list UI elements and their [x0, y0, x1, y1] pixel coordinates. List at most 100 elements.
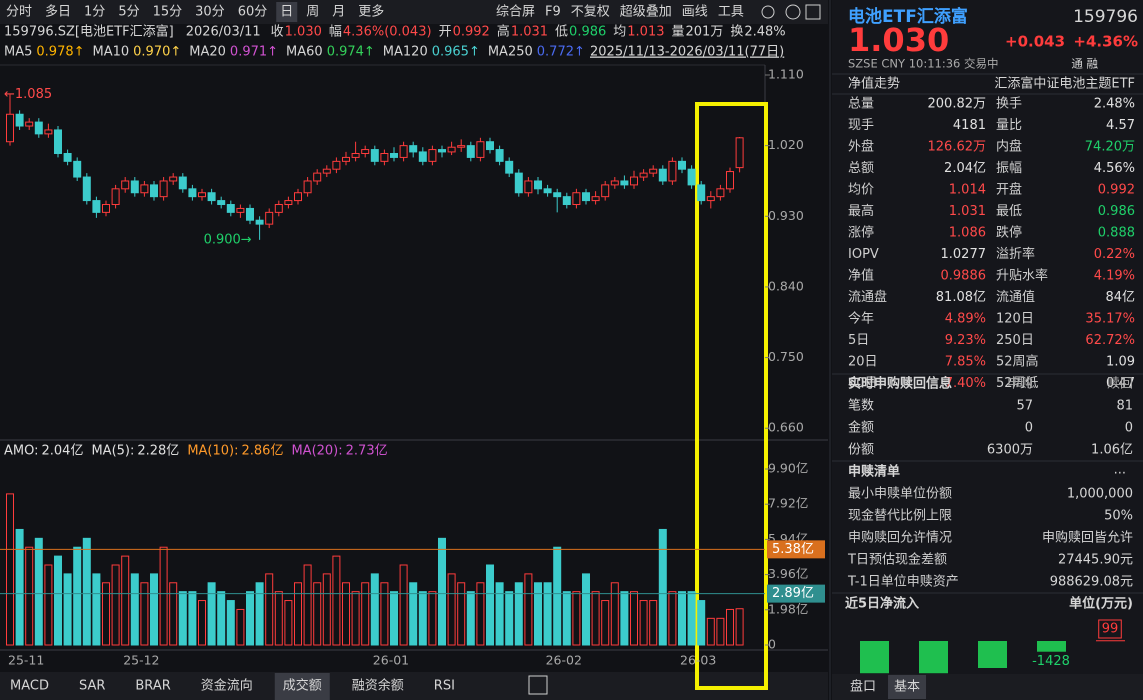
toolbar-button[interactable]: 画线 — [682, 5, 708, 20]
help-icon[interactable] — [785, 4, 801, 20]
volume-bar — [265, 573, 274, 646]
level-label: 2.89亿 — [772, 586, 814, 601]
highlight-box — [695, 102, 768, 690]
candle-body — [332, 160, 341, 170]
inflow-bar — [919, 641, 948, 674]
candle-body — [169, 176, 178, 182]
toolbar-button[interactable]: 综合屏 — [496, 5, 535, 20]
nav-title[interactable]: 净值走势 — [848, 76, 900, 92]
toolbar-tab[interactable]: 月 — [332, 5, 345, 20]
toolbar-button[interactable]: F9 — [545, 5, 561, 20]
toolbar-tab[interactable]: 15分 — [153, 5, 183, 20]
indicator-tab[interactable]: 资金流向 — [201, 678, 253, 694]
candle-body — [735, 137, 744, 169]
toolbar-tab[interactable]: 多日 — [45, 4, 71, 20]
volume-bar — [92, 573, 101, 646]
inflow-label: -1428 — [1032, 654, 1070, 669]
sub-cell: 6300万 — [987, 443, 1033, 458]
close-icon[interactable] — [805, 4, 821, 20]
quote-label: 跌停 — [996, 225, 1022, 241]
volume-bar — [44, 564, 53, 646]
toolbar-button[interactable]: 超级叠加 — [620, 5, 672, 20]
volume-bar — [226, 600, 235, 646]
list-value: 1,000,000 — [1067, 487, 1133, 502]
quote-value: 0.888 — [1098, 226, 1135, 241]
toolbar-tab[interactable]: 30分 — [195, 5, 225, 20]
volume-bar — [630, 591, 638, 646]
volume-bar — [447, 573, 456, 646]
indicator-tab[interactable]: SAR — [79, 679, 105, 694]
candle-body — [668, 160, 677, 182]
toolbar-tab[interactable]: 日 — [280, 5, 293, 20]
panel-tab[interactable]: 基本 — [894, 680, 920, 695]
toolbar-tab[interactable]: 60分 — [238, 5, 268, 20]
fund-name: 汇添富中证电池主题ETF — [994, 76, 1135, 92]
inflow-bar — [978, 641, 1007, 668]
toolbar-bg — [0, 0, 828, 24]
ma-name: MA5 — [4, 45, 32, 60]
toolbar-button[interactable]: 不复权 — [571, 4, 610, 20]
candle-body — [639, 172, 648, 178]
volume-bar — [591, 591, 600, 646]
stock-name: 电池ETF汇添富 — [848, 6, 968, 27]
quote-label: 总额 — [848, 161, 874, 176]
change: +0.043 — [1005, 33, 1065, 51]
volume-bar — [6, 493, 14, 646]
quote-label: 52周低 — [996, 376, 1039, 391]
quote-label: 振幅 — [996, 161, 1022, 176]
toolbar-tab[interactable]: 1分 — [84, 5, 105, 20]
quote-label: 换手 — [996, 97, 1022, 112]
indicator-tab[interactable]: 融资余额 — [352, 678, 404, 694]
high-note: ←1.085 — [4, 87, 52, 102]
quote-label: 均价 — [848, 183, 874, 198]
info-label: 高 — [497, 24, 510, 40]
tags: 通 融 — [1071, 57, 1098, 71]
quote-label: 总量 — [848, 97, 874, 112]
volume-bar — [284, 600, 293, 646]
quote-value: 4.19% — [1094, 269, 1135, 284]
y-tick-label: 3.96亿 — [768, 566, 808, 581]
candle-body — [716, 188, 725, 198]
sub-header: 赎回 — [1107, 377, 1133, 392]
sub-header: 申购 — [1007, 376, 1033, 392]
quote-value: 0.986 — [1098, 204, 1135, 219]
indicator-tab[interactable]: RSI — [434, 679, 455, 694]
toolbar-tab[interactable]: 分时 — [6, 5, 32, 20]
panel-tab[interactable]: 盘口 — [850, 679, 876, 695]
indicator-tab[interactable]: MACD — [10, 679, 49, 694]
add-tab[interactable] — [528, 675, 548, 695]
toolbar-tab[interactable]: 5分 — [118, 5, 139, 20]
settings-icon[interactable] — [761, 5, 775, 19]
quote-label: 开盘 — [996, 182, 1022, 198]
quote-value: 81.08亿 — [936, 290, 986, 305]
info-value: 1.030 — [285, 25, 322, 40]
ma-value: 0.974↑ — [327, 45, 375, 60]
list-more[interactable]: ... — [1114, 463, 1126, 478]
info-code: 159796.SZ[电池ETF汇添富] — [4, 24, 174, 40]
volume-bar — [582, 573, 590, 646]
candle-body — [44, 129, 53, 135]
toolbar-button[interactable]: 工具 — [718, 5, 744, 20]
toolbar-tab[interactable]: 周 — [306, 5, 319, 20]
info-value: 4.36%(0.043) — [343, 25, 432, 40]
toolbar-tab[interactable]: 更多 — [358, 4, 384, 20]
candle-body — [188, 188, 197, 198]
x-tick-label: 26-03 — [680, 653, 716, 668]
active-tab — [276, 2, 298, 22]
candle-body — [150, 184, 158, 198]
info-label: 换 — [730, 25, 743, 40]
date-range[interactable]: 2025/11/13-2026/03/11(77日) — [590, 45, 784, 60]
quote-value: 1.0277 — [941, 247, 987, 262]
volume-bar — [639, 600, 648, 646]
candle-body — [399, 145, 408, 158]
indicator-tab[interactable]: BRAR — [135, 679, 170, 694]
candle-body — [428, 149, 437, 162]
indicator-tab[interactable]: 成交额 — [283, 678, 322, 694]
ma-name: MA60 — [286, 45, 323, 60]
candle-body — [15, 113, 24, 127]
quote-value: 4181 — [953, 118, 986, 133]
sub-cell: 0 — [1125, 421, 1133, 436]
volume-bar — [534, 582, 542, 646]
quote-label: 120日 — [996, 312, 1034, 327]
quote-value: 1.086 — [949, 226, 986, 241]
